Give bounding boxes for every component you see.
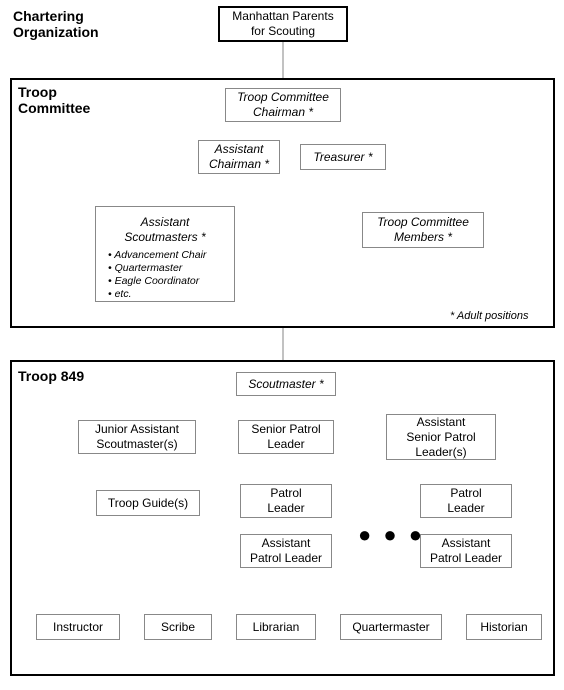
tc-members-l2: Members * — [394, 230, 452, 245]
asst-sm-sub-1: Quartermaster — [108, 262, 230, 275]
node-treasurer: Treasurer * — [300, 144, 386, 170]
apl2-l1: Assistant — [442, 536, 491, 551]
aspl-l1: Assistant — [417, 415, 466, 430]
asst-sm-l2: Scoutmasters * — [124, 230, 205, 245]
pl1-l2: Leader — [267, 501, 304, 516]
spl-l2: Leader — [267, 437, 304, 452]
asst-chair-l1: Assistant — [215, 142, 264, 157]
node-scribe: Scribe — [144, 614, 212, 640]
aspl-l3: Leader(s) — [415, 445, 466, 460]
node-asst-chair: Assistant Chairman * — [198, 140, 280, 174]
troop-label: Troop 849 — [18, 368, 84, 384]
pl2-l2: Leader — [447, 501, 484, 516]
charter-org-l1: Manhattan Parents — [232, 9, 333, 24]
node-asst-scoutmasters: Assistant Scoutmasters * Advancement Cha… — [95, 206, 235, 302]
node-scoutmaster: Scoutmaster * — [236, 372, 336, 396]
section-label-committee: TroopCommittee — [18, 84, 90, 116]
aspl-l2: Senior Patrol — [406, 430, 475, 445]
node-librarian: Librarian — [236, 614, 316, 640]
section-label-chartering: CharteringOrganization — [13, 8, 99, 40]
node-instructor: Instructor — [36, 614, 120, 640]
quartermaster-l1: Quartermaster — [352, 620, 429, 635]
node-patrol-leader-2: Patrol Leader — [420, 484, 512, 518]
node-charter-org: Manhattan Parents for Scouting — [218, 6, 348, 42]
ellipsis-text: ● ● ● — [358, 522, 425, 547]
footnote-text: * Adult positions — [450, 310, 528, 322]
chartering-label-l1: CharteringOrganization — [13, 8, 99, 40]
apl1-l2: Patrol Leader — [250, 551, 322, 566]
footnote-adult: * Adult positions — [450, 310, 528, 322]
pl2-l1: Patrol — [450, 486, 481, 501]
node-patrol-leader-1: Patrol Leader — [240, 484, 332, 518]
treasurer-l1: Treasurer * — [313, 150, 372, 165]
asst-sm-sublist: Advancement Chair Quartermaster Eagle Co… — [100, 249, 230, 302]
asst-chair-l2: Chairman * — [209, 157, 269, 172]
scribe-l1: Scribe — [161, 620, 195, 635]
spl-l1: Senior Patrol — [251, 422, 320, 437]
tc-chair-l1: Troop Committee — [237, 90, 329, 105]
node-asst-patrol-leader-2: Assistant Patrol Leader — [420, 534, 512, 568]
node-jasm: Junior Assistant Scoutmaster(s) — [78, 420, 196, 454]
node-historian: Historian — [466, 614, 542, 640]
node-spl: Senior Patrol Leader — [238, 420, 334, 454]
charter-org-l2: for Scouting — [251, 24, 315, 39]
historian-l1: Historian — [480, 620, 527, 635]
instructor-l1: Instructor — [53, 620, 103, 635]
apl1-l1: Assistant — [262, 536, 311, 551]
jasm-l1: Junior Assistant — [95, 422, 179, 437]
ellipsis-icon: ● ● ● — [358, 522, 425, 548]
apl2-l2: Patrol Leader — [430, 551, 502, 566]
tc-chair-l2: Chairman * — [253, 105, 313, 120]
asst-sm-sub-3: etc. — [108, 288, 230, 301]
org-chart: CharteringOrganization Manhattan Parents… — [0, 0, 564, 690]
section-label-troop: Troop 849 — [18, 368, 84, 384]
jasm-l2: Scoutmaster(s) — [96, 437, 177, 452]
node-tc-chair: Troop Committee Chairman * — [225, 88, 341, 122]
troop-guide-l1: Troop Guide(s) — [108, 496, 188, 511]
node-tc-members: Troop Committee Members * — [362, 212, 484, 248]
node-quartermaster: Quartermaster — [340, 614, 442, 640]
pl1-l1: Patrol — [270, 486, 301, 501]
asst-sm-sub-2: Eagle Coordinator — [108, 275, 230, 288]
node-troop-guide: Troop Guide(s) — [96, 490, 200, 516]
scoutmaster-l1: Scoutmaster * — [248, 377, 323, 392]
node-aspl: Assistant Senior Patrol Leader(s) — [386, 414, 496, 460]
node-asst-patrol-leader-1: Assistant Patrol Leader — [240, 534, 332, 568]
asst-sm-sub-0: Advancement Chair — [108, 249, 230, 262]
committee-label: TroopCommittee — [18, 84, 90, 116]
asst-sm-l1: Assistant — [141, 215, 190, 230]
tc-members-l1: Troop Committee — [377, 215, 469, 230]
librarian-l1: Librarian — [253, 620, 300, 635]
